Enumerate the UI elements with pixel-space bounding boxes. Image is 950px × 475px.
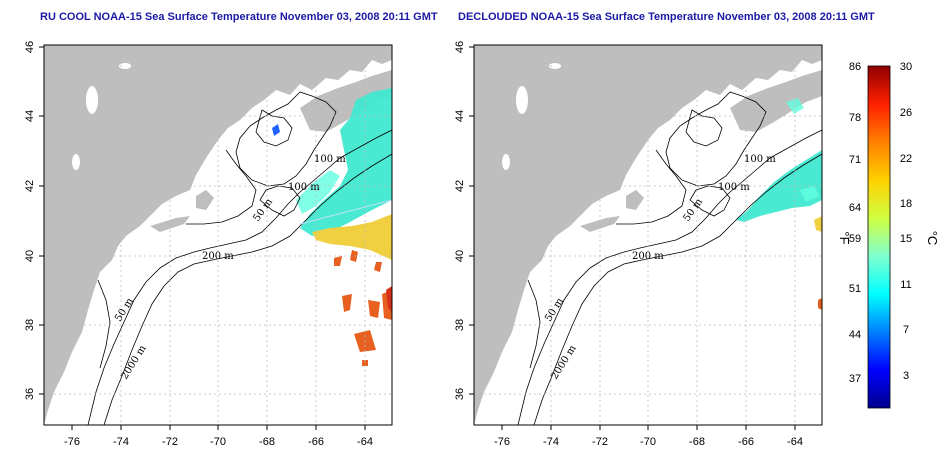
celsius-tick-label: 7 [903, 324, 909, 336]
right-map: 100 m 100 m 50 m 200 m 50 m 2000 m -76 -… [454, 41, 823, 448]
fahrenheit-tick-label: 64 [849, 202, 861, 214]
fahrenheit-tick-label: 37 [849, 373, 861, 385]
x-tick-label: -76 [64, 436, 80, 448]
lake [86, 86, 98, 114]
left-map-title: RU COOL NOAA-15 Sea Surface Temperature … [40, 11, 438, 23]
x-tick-label: -74 [543, 436, 559, 448]
y-tick-label: 44 [454, 110, 466, 122]
celsius-tick-label: 30 [900, 61, 912, 73]
x-tick-label: -70 [210, 436, 226, 448]
bathymetry-contours [517, 91, 822, 425]
lake [72, 154, 80, 170]
nova-scotia [300, 70, 392, 132]
x-tick-label: -64 [357, 436, 373, 448]
y-axis: 46 44 42 40 38 36 [454, 41, 474, 400]
contour-label: 200 m [202, 251, 234, 262]
sst-patch-hot [818, 298, 822, 310]
celsius-tick-label: 26 [900, 107, 912, 119]
fahrenheit-tick-label: 59 [849, 233, 861, 245]
grid-lines [44, 45, 392, 425]
fahrenheit-unit-label: °F [837, 231, 852, 244]
fahrenheit-tick-label: 71 [849, 154, 861, 166]
sst-patch-cool [300, 88, 392, 236]
celsius-tick-label: 18 [900, 198, 912, 210]
sst-patch-hot [386, 286, 392, 312]
y-tick-label: 38 [24, 319, 36, 331]
celsius-tick-label: 3 [903, 370, 909, 382]
x-tick-label: -64 [787, 436, 803, 448]
lake [516, 86, 528, 114]
x-tick-label: -70 [640, 436, 656, 448]
x-tick-label: -66 [308, 436, 324, 448]
x-tick-label: -68 [689, 436, 705, 448]
fahrenheit-tick-label: 44 [849, 329, 861, 341]
fahrenheit-tick-label: 51 [849, 283, 861, 295]
contour-label: 100 m [288, 182, 320, 193]
fahrenheit-ticks: 86 78 71 64 59 51 44 37 [849, 61, 861, 385]
bathymetry-contours [87, 91, 392, 425]
contour-label: 100 m [744, 154, 776, 165]
cape-cod [626, 190, 644, 210]
y-tick-label: 40 [454, 250, 466, 262]
sst-patch-hot [334, 250, 392, 366]
y-tick-label: 40 [24, 250, 36, 262]
y-tick-label: 42 [24, 180, 36, 192]
sst-patch-cool [786, 98, 820, 202]
right-map-title: DECLOUDED NOAA-15 Sea Surface Temperatur… [458, 11, 875, 23]
long-island [580, 216, 620, 232]
x-tick-label: -76 [494, 436, 510, 448]
grid-lines [474, 45, 822, 425]
land-mass [474, 45, 822, 425]
lake [502, 154, 510, 170]
sst-patch-warm [312, 214, 392, 260]
y-tick-label: 42 [454, 180, 466, 192]
contour-label: 100 m [718, 182, 750, 193]
cape-cod [196, 190, 214, 210]
fahrenheit-tick-label: 78 [849, 112, 861, 124]
y-tick-label: 46 [454, 41, 466, 53]
contour-label: 200 m [632, 251, 664, 262]
sst-patch-warm [814, 216, 822, 232]
x-axis: -76 -74 -72 -70 -68 -66 -64 [64, 425, 373, 448]
y-tick-label: 44 [24, 110, 36, 122]
x-tick-label: -66 [738, 436, 754, 448]
x-tick-label: -72 [592, 436, 608, 448]
celsius-unit-label: °C [925, 231, 940, 246]
y-tick-label: 38 [454, 319, 466, 331]
contour-label: 100 m [314, 154, 346, 165]
track-line [299, 199, 392, 225]
long-island [150, 216, 190, 232]
left-map: 100 m 100 m 50 m 200 m 50 m 2000 m -76 -… [24, 41, 393, 448]
fahrenheit-tick-label: 86 [849, 61, 861, 73]
celsius-ticks: 30 26 22 18 15 11 7 3 [900, 61, 912, 382]
y-tick-label: 36 [454, 388, 466, 400]
land-mass [44, 45, 392, 425]
color-bar-scale [867, 65, 891, 409]
y-axis: 46 44 42 40 38 36 [24, 41, 44, 400]
lake [119, 63, 131, 69]
sst-patch-cool [296, 170, 340, 214]
x-tick-label: -72 [162, 436, 178, 448]
x-tick-label: -68 [259, 436, 275, 448]
celsius-tick-label: 22 [900, 153, 912, 165]
lake [549, 63, 561, 69]
celsius-tick-label: 15 [900, 233, 912, 245]
celsius-tick-label: 11 [900, 279, 911, 291]
y-tick-label: 36 [24, 388, 36, 400]
x-tick-label: -74 [113, 436, 129, 448]
y-tick-label: 46 [24, 41, 36, 53]
x-axis: -76 -74 -72 -70 -68 -66 -64 [494, 425, 803, 448]
sst-patch-blue [272, 124, 280, 136]
nova-scotia [730, 70, 822, 132]
color-bar: 86 78 71 64 59 51 44 37 30 26 22 18 15 1… [837, 61, 940, 409]
